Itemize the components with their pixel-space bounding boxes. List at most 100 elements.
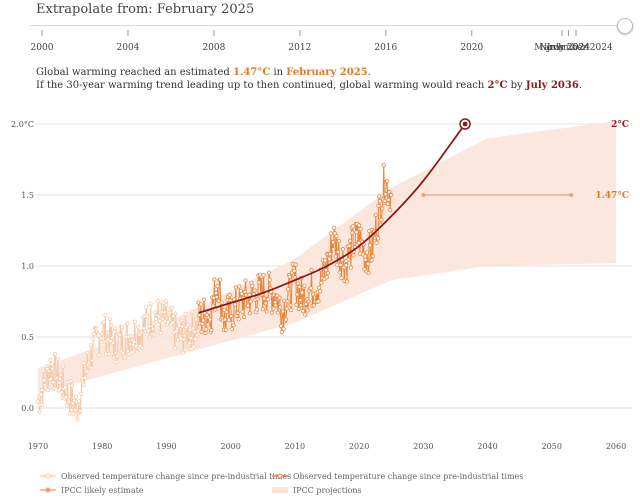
observed-faded-point (39, 388, 44, 392)
observed-faded-point (121, 355, 126, 360)
observed-faded-point (122, 353, 127, 358)
observed-faded-point (46, 369, 51, 374)
current-warming-value: 1.47°C (232, 67, 271, 78)
x-tick-label: 1970 (28, 442, 48, 451)
observed-faded-point (126, 334, 131, 339)
observed-faded-point (158, 331, 163, 336)
observed-point (231, 323, 236, 328)
summary-line1-a: Global warming reached an estimated (36, 67, 233, 78)
observed-point (373, 212, 378, 217)
observed-faded-point (86, 360, 91, 365)
observed-faded-point (196, 320, 201, 325)
observed-faded-point (106, 337, 111, 342)
slider-handle[interactable] (617, 18, 633, 34)
observed-faded-point (150, 332, 155, 337)
observed-point (328, 231, 333, 236)
observed-series (198, 165, 392, 334)
observed-point (269, 310, 275, 315)
observed-faded-point (194, 317, 198, 322)
observed-faded-point (101, 320, 106, 325)
observed-faded-point (190, 309, 195, 314)
observed-faded-point (119, 349, 124, 354)
ipcc-projection-band (38, 121, 616, 394)
observed-faded-point (138, 328, 143, 333)
observed-faded-point (112, 329, 117, 334)
legend-marker (277, 473, 283, 479)
timeline-tick-label: 2004 (117, 43, 140, 53)
observed-point (278, 304, 283, 310)
observed-point (211, 295, 216, 301)
observed-point (364, 250, 370, 255)
observed-point (203, 330, 208, 336)
observed-faded-point (56, 388, 61, 393)
observed-point (289, 270, 295, 275)
observed-faded-point (129, 350, 134, 355)
observed-point (241, 314, 247, 319)
observed-point (380, 197, 386, 202)
observed-point (268, 286, 273, 291)
observed-faded-point (44, 364, 49, 369)
observed-faded-point (166, 320, 170, 325)
observed-point (337, 256, 342, 262)
observed-faded-point (141, 326, 146, 331)
observed-faded-point (100, 332, 105, 337)
observed-faded-point (38, 402, 43, 407)
observed-point (325, 270, 330, 276)
observed-faded-point (41, 368, 46, 373)
observed-point (357, 223, 362, 228)
observed-point (234, 309, 240, 315)
observed-faded-point (135, 324, 140, 329)
observed-point (274, 293, 279, 298)
observed-faded-point (65, 380, 70, 385)
observed-faded-point (74, 394, 78, 399)
observed-point (367, 228, 372, 233)
observed-point (355, 221, 360, 227)
observed-point (342, 278, 347, 283)
observed-faded-point (55, 375, 59, 380)
observed-point (324, 251, 330, 257)
observed-faded-point (43, 386, 48, 391)
observed-faded-point (160, 310, 165, 315)
observed-faded-point (154, 319, 159, 324)
legend-item: IPCC likely estimate (40, 486, 144, 495)
observed-faded-point (88, 343, 93, 348)
observed-point (241, 295, 246, 301)
observed-faded-point (169, 322, 174, 327)
observed-point (221, 327, 227, 332)
observed-point (368, 243, 373, 248)
observed-point (237, 284, 242, 289)
observed-point (362, 267, 367, 272)
observed-faded-point (73, 407, 78, 412)
observed-faded-point (93, 325, 98, 330)
observed-point (299, 276, 304, 281)
observed-faded-point (167, 310, 172, 315)
ipcc-estimate-start (421, 193, 426, 197)
observed-point (222, 307, 227, 313)
observed-point (309, 268, 314, 273)
observed-faded-point (186, 343, 191, 348)
timeline-tick-label: 2012 (288, 43, 311, 53)
observed-faded-point (143, 329, 148, 334)
observed-faded-point (47, 377, 52, 382)
observed-point (377, 194, 382, 199)
observed-faded-point (173, 311, 178, 316)
observed-point (383, 192, 388, 197)
observed-faded-point (155, 313, 160, 318)
slider-track[interactable] (30, 25, 630, 26)
observed-faded-point (184, 324, 189, 329)
observed-faded-point (78, 409, 83, 414)
observed-faded-point (133, 345, 138, 350)
observed-point (285, 299, 290, 304)
observed-faded-point (134, 343, 139, 348)
observed-point (261, 273, 266, 278)
target-warming-value: 2°C (487, 80, 508, 91)
observed-point (381, 163, 386, 168)
observed-point (247, 292, 252, 297)
observed-faded-point (111, 341, 115, 346)
observed-point (245, 303, 250, 308)
observed-point (291, 266, 296, 271)
observed-faded-point (48, 377, 53, 381)
observed-faded-point (116, 332, 121, 337)
observed-point (329, 260, 334, 265)
x-tick-label: 1990 (156, 442, 176, 451)
